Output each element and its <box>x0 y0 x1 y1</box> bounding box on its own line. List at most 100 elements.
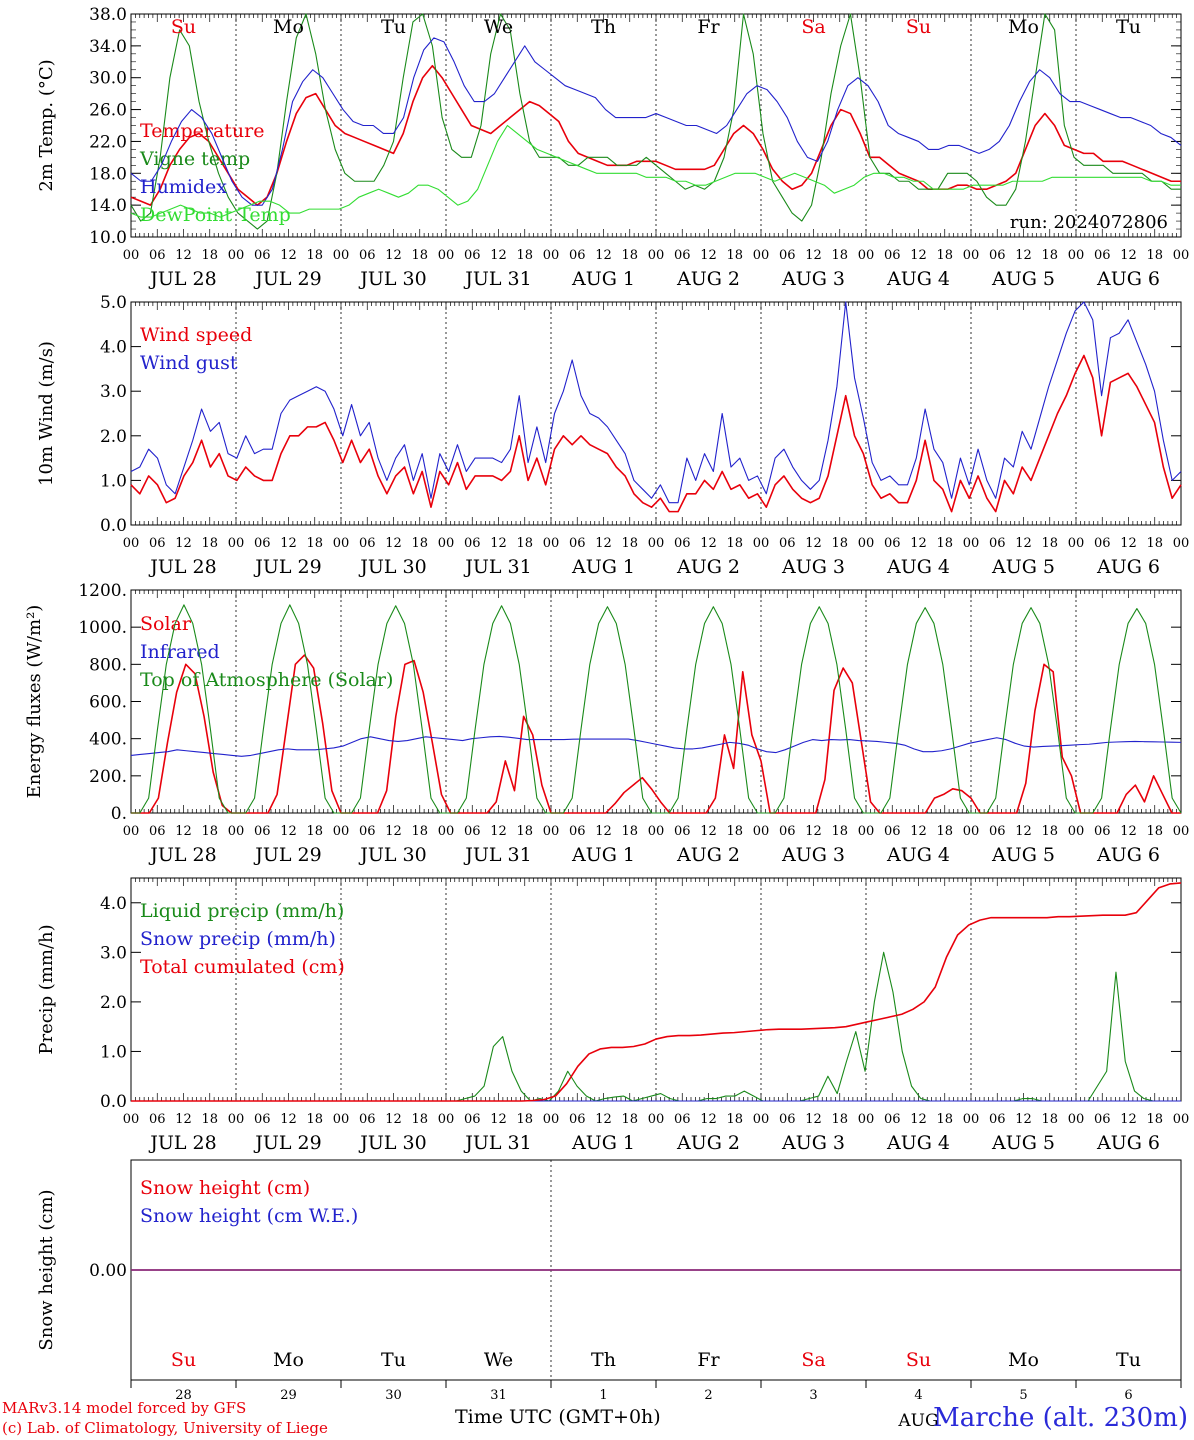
hour-label: 18 <box>1146 1112 1163 1127</box>
hour-label: 06 <box>254 824 271 839</box>
y-tick-label: 18.0 <box>89 164 127 184</box>
hour-label: 06 <box>989 248 1006 263</box>
hour-label: 06 <box>464 1112 481 1127</box>
hour-label: 06 <box>1094 248 1111 263</box>
panel-4: 0.0 1.0 2.0 3.0 4.0 Precip (mm/h) Liquid preci… <box>36 877 1189 1154</box>
hour-label: 12 <box>1015 824 1032 839</box>
hour-label: 12 <box>595 536 612 551</box>
date-label: AUG 6 <box>1096 268 1160 290</box>
hour-label: 12 <box>910 1112 927 1127</box>
hour-label: 00 <box>858 536 875 551</box>
day-number-label: 28 <box>175 1388 192 1403</box>
hour-label: 18 <box>1146 536 1163 551</box>
overlapped-month-label: AUG <box>897 1411 938 1431</box>
legend-entry: Snow height (cm) <box>140 1177 310 1199</box>
hour-label: 18 <box>516 536 533 551</box>
weekday-label: Tu <box>1116 16 1141 38</box>
series-line-temperature <box>130 64 1181 206</box>
legend-entry: Total cumulated (cm) <box>140 956 345 978</box>
series-line-wind-speed <box>130 354 1182 513</box>
date-label: JUL 29 <box>253 844 321 866</box>
hour-label: 18 <box>726 536 743 551</box>
y-tick-label: 200. <box>89 767 127 787</box>
hour-label: 12 <box>805 824 822 839</box>
hour-label: 12 <box>490 1112 507 1127</box>
hour-label: 12 <box>700 824 717 839</box>
hour-label: 00 <box>858 248 875 263</box>
hour-label: 12 <box>805 536 822 551</box>
legend-entry: Wind gust <box>140 352 238 374</box>
hour-label: 18 <box>621 1112 638 1127</box>
panel-5: 0.00 Snow height (cm) Snow height (cm) Snow… <box>36 1159 1182 1431</box>
hour-label: 06 <box>884 1112 901 1127</box>
day-number-label: 6 <box>1124 1388 1132 1403</box>
hour-label: 12 <box>1120 248 1137 263</box>
legend-entry: Liquid precip (mm/h) <box>140 900 344 922</box>
hour-label: 06 <box>464 248 481 263</box>
hour-label: 12 <box>1120 1112 1137 1127</box>
hour-label: 00 <box>333 824 350 839</box>
weekday-label: Mo <box>1008 16 1039 38</box>
series-line-infrared <box>130 735 1182 757</box>
legend-entry: Snow precip (mm/h) <box>140 928 336 950</box>
hour-label: 06 <box>569 536 586 551</box>
date-label: JUL 29 <box>253 268 321 290</box>
date-label: AUG 6 <box>1096 1132 1160 1154</box>
hour-label: 18 <box>1041 248 1058 263</box>
day-number-label: 31 <box>490 1388 507 1403</box>
date-label: JUL 30 <box>358 844 426 866</box>
date-label: AUG 4 <box>886 556 950 578</box>
hour-label: 00 <box>543 536 560 551</box>
y-tick-label: 0.0 <box>100 516 127 536</box>
hour-label: 12 <box>490 248 507 263</box>
hour-label: 00 <box>648 248 665 263</box>
hour-label: 00 <box>1173 536 1190 551</box>
date-label: AUG 1 <box>571 556 635 578</box>
date-label: AUG 6 <box>1096 844 1160 866</box>
weekday-label: Fr <box>697 16 720 38</box>
hour-label: 18 <box>936 536 953 551</box>
hour-label: 12 <box>280 1112 297 1127</box>
hour-label: 00 <box>123 1112 140 1127</box>
hour-label: 12 <box>175 1112 192 1127</box>
weekday-label: Th <box>591 16 616 38</box>
hour-label: 18 <box>516 1112 533 1127</box>
hour-label: 00 <box>963 248 980 263</box>
series-line-vigne-temp <box>130 13 1181 230</box>
hour-label: 18 <box>1146 824 1163 839</box>
y-tick-label: 10.0 <box>89 228 127 248</box>
hour-label: 18 <box>621 824 638 839</box>
hour-label: 06 <box>779 536 796 551</box>
hour-label: 18 <box>936 248 953 263</box>
hour-label: 12 <box>805 1112 822 1127</box>
date-label: AUG 2 <box>676 844 740 866</box>
weekday-label: Su <box>906 16 931 38</box>
legend-entry: Solar <box>140 613 192 635</box>
hour-label: 00 <box>648 536 665 551</box>
hour-label: 00 <box>963 536 980 551</box>
hour-label: 00 <box>1068 536 1085 551</box>
weekday-label: Mo <box>1008 1349 1039 1371</box>
series-line-humidex <box>130 37 1182 206</box>
hour-label: 00 <box>753 248 770 263</box>
y-tick-label: 34.0 <box>89 37 127 57</box>
hour-label: 06 <box>989 824 1006 839</box>
weekday-label: Tu <box>381 1349 406 1371</box>
date-label: AUG 5 <box>991 1132 1055 1154</box>
station-name: Marche (alt. 230m) <box>933 1403 1188 1433</box>
hour-label: 12 <box>595 248 612 263</box>
legend-entry: Vigne temp <box>139 148 250 170</box>
legend-entry: Top of Atmosphere (Solar) <box>140 669 393 691</box>
hour-label: 18 <box>831 248 848 263</box>
y-axis-title: Precip (mm/h) <box>36 924 57 1054</box>
hour-label: 06 <box>674 824 691 839</box>
hour-label: 18 <box>831 1112 848 1127</box>
hour-label: 12 <box>280 824 297 839</box>
hour-label: 18 <box>306 1112 323 1127</box>
y-tick-label: 3.0 <box>100 943 127 963</box>
hour-label: 18 <box>411 1112 428 1127</box>
hour-label: 18 <box>306 536 323 551</box>
y-tick-label: 2.0 <box>100 993 127 1013</box>
hour-label: 00 <box>438 824 455 839</box>
date-label: AUG 2 <box>676 268 740 290</box>
